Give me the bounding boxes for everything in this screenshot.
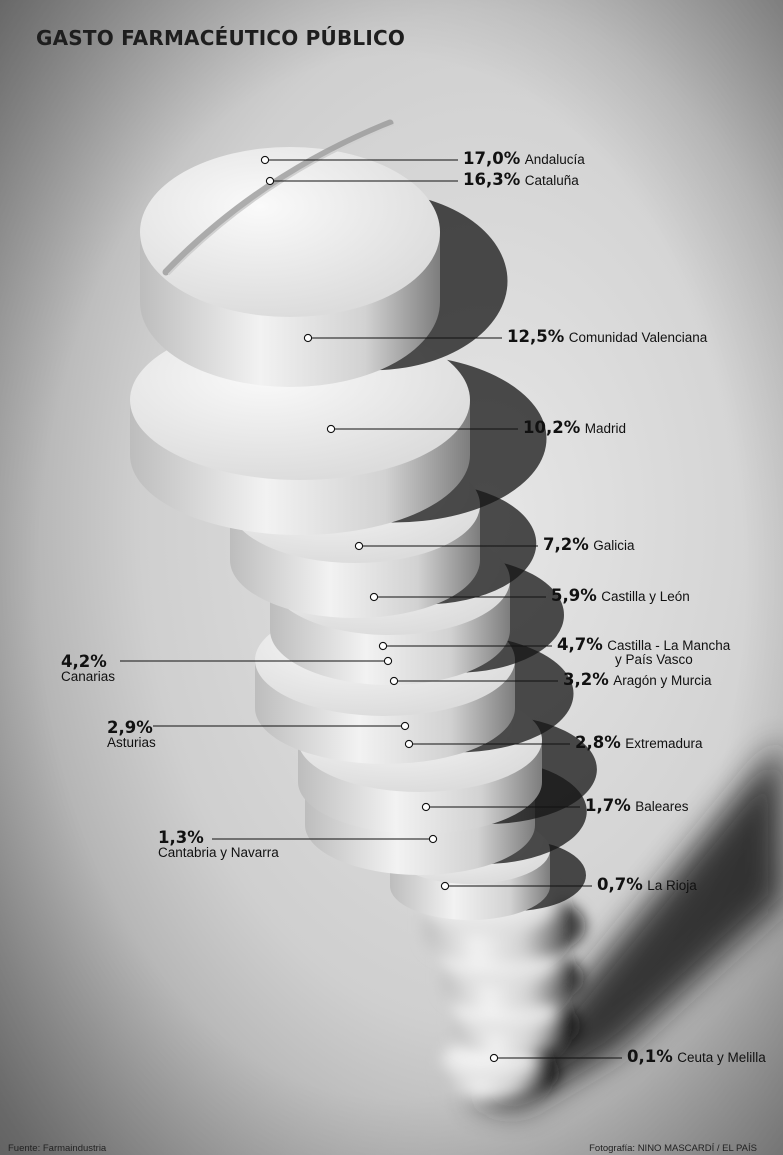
data-label-value: 0,7%: [597, 875, 643, 894]
data-label-category: Comunidad Valenciana: [568, 330, 708, 345]
data-label: 3,2% Aragón y Murcia: [563, 670, 712, 690]
chart-title: GASTO FARMACÉUTICO PÚBLICO: [36, 26, 406, 50]
data-point-dot: [389, 676, 399, 686]
data-label-category: Canarias: [61, 669, 116, 684]
data-label-category: Asturias: [107, 735, 156, 750]
data-label: 1,3% Cantabria y Navarra: [158, 828, 279, 860]
data-point-dot: [489, 1053, 499, 1063]
photo-credit: Fotografía: NINO MASCARDÍ / EL PAÍS: [589, 1143, 757, 1154]
data-label-category: Castilla y León: [601, 589, 690, 604]
data-point-dot: [260, 155, 270, 165]
data-point-dot: [326, 424, 336, 434]
data-label-category: Cantabria y Navarra: [158, 845, 279, 860]
data-label-value: 10,2%: [523, 418, 581, 437]
data-label-value: 3,2%: [563, 670, 609, 689]
data-point-dot: [354, 541, 364, 551]
data-label-category: Aragón y Murcia: [613, 673, 712, 688]
data-label: 5,9% Castilla y León: [551, 586, 690, 606]
data-label-category: Cataluña: [524, 173, 579, 188]
data-label-category-line2: y País Vasco: [615, 652, 693, 667]
data-label-value: 4,7%: [557, 635, 603, 654]
data-label-value: 12,5%: [507, 327, 565, 346]
data-label-category: Galicia: [593, 538, 635, 553]
data-point-dot: [378, 641, 388, 651]
data-point-dot: [383, 656, 393, 666]
data-label: 10,2% Madrid: [523, 418, 626, 438]
data-label-category: La Rioja: [647, 878, 697, 893]
data-point-dot: [265, 176, 275, 186]
data-label-value: 0,1%: [627, 1047, 673, 1066]
data-label: 12,5% Comunidad Valenciana: [507, 327, 707, 347]
data-label: 7,2% Galicia: [543, 535, 634, 555]
data-label-value: 2,9%: [107, 718, 153, 737]
data-label-category: Madrid: [584, 421, 626, 436]
data-point-dot: [303, 333, 313, 343]
data-label-value: 2,8%: [575, 733, 621, 752]
data-label-value: 1,3%: [158, 828, 204, 847]
data-label: 2,8% Extremadura: [575, 733, 703, 753]
data-label-category: Baleares: [635, 799, 689, 814]
data-label: 17,0% Andalucía: [463, 149, 585, 169]
data-point-dot: [400, 721, 410, 731]
data-label-value: 17,0%: [463, 149, 521, 168]
data-label-value: 4,2%: [61, 652, 107, 671]
data-label: 0,7% La Rioja: [597, 875, 697, 895]
data-point-dot: [440, 881, 450, 891]
data-label: 2,9% Asturias: [107, 718, 156, 750]
data-label-value: 7,2%: [543, 535, 589, 554]
data-label-value: 5,9%: [551, 586, 597, 605]
data-label: 1,7% Baleares: [585, 796, 689, 816]
data-point-dot: [369, 592, 379, 602]
data-label: 16,3% Cataluña: [463, 170, 579, 190]
data-point-dot: [421, 802, 431, 812]
data-label: 4,7% Castilla - La Mancha y País Vasco: [557, 635, 730, 667]
data-label-category: Extremadura: [625, 736, 703, 751]
data-label-value: 1,7%: [585, 796, 631, 815]
data-label-value: 16,3%: [463, 170, 521, 189]
data-label: 0,1% Ceuta y Melilla: [627, 1047, 766, 1067]
data-label-category: Castilla - La Mancha: [607, 638, 731, 653]
data-point-dot: [428, 834, 438, 844]
data-label-category: Ceuta y Melilla: [677, 1050, 766, 1065]
source-note: Fuente: Farmaindustria: [8, 1143, 107, 1154]
data-label-category: Andalucía: [524, 152, 585, 167]
data-point-dot: [404, 739, 414, 749]
data-label: 4,2% Canarias: [61, 652, 115, 684]
